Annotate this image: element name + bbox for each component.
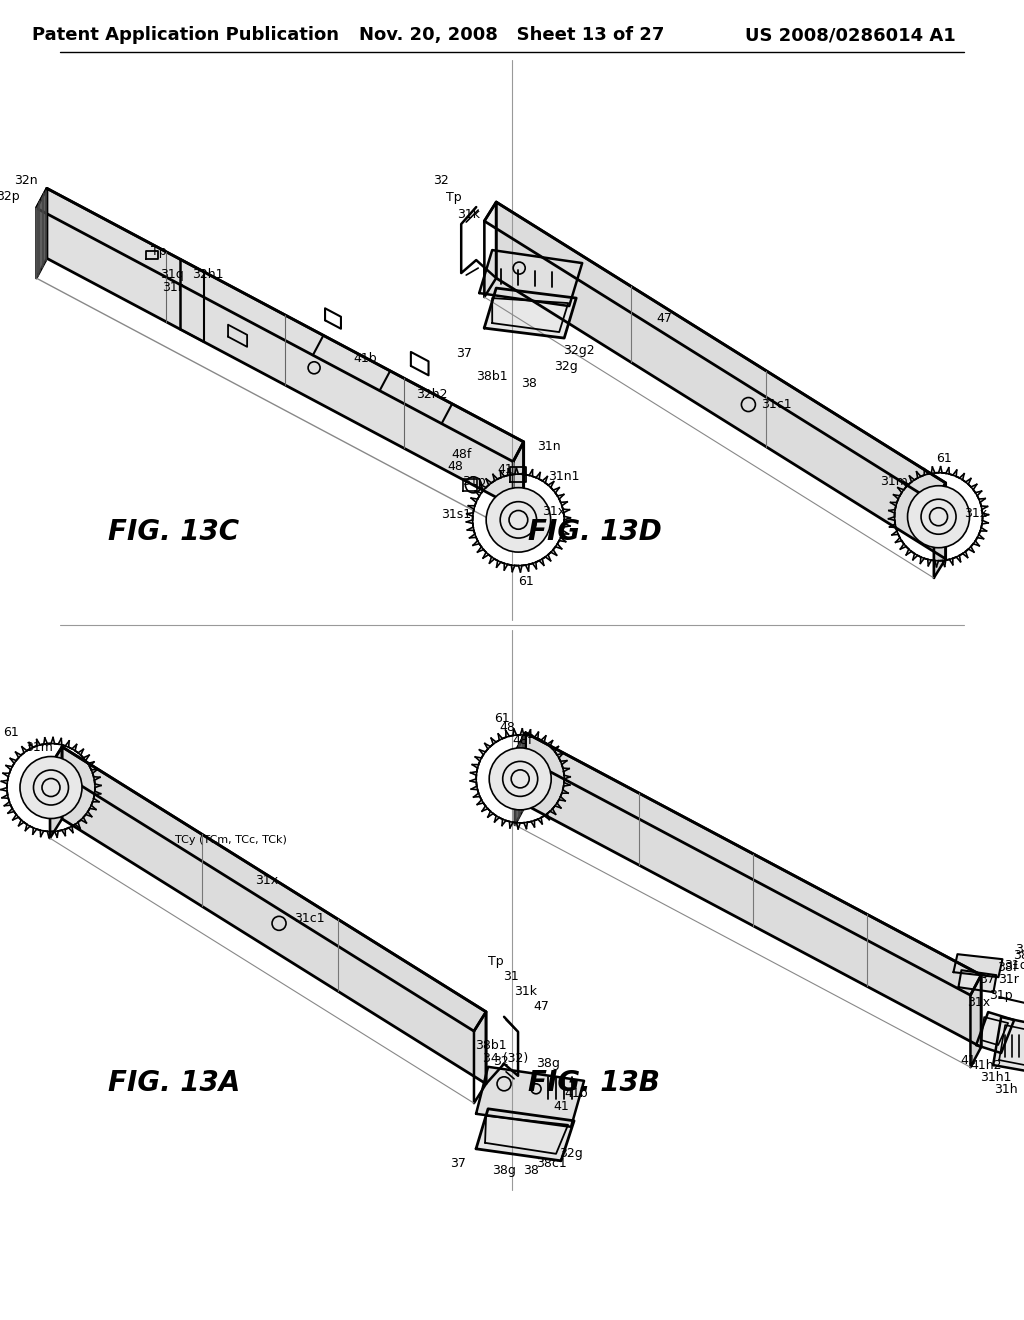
Text: FIG. 13D: FIG. 13D xyxy=(528,517,662,546)
Text: Tp: Tp xyxy=(488,956,504,969)
Text: 47: 47 xyxy=(534,1001,549,1014)
Text: 31m: 31m xyxy=(25,741,53,754)
Text: 32h1: 32h1 xyxy=(193,268,224,281)
Circle shape xyxy=(20,756,82,818)
Text: 37: 37 xyxy=(451,1158,466,1171)
Text: 31q: 31q xyxy=(161,268,184,281)
Polygon shape xyxy=(36,189,523,462)
Polygon shape xyxy=(971,975,981,1067)
Text: Patent Application Publication: Patent Application Publication xyxy=(32,26,339,44)
Text: 41: 41 xyxy=(498,463,513,477)
Text: 48: 48 xyxy=(499,722,515,734)
Text: 41h2: 41h2 xyxy=(971,1059,1001,1072)
Polygon shape xyxy=(515,733,981,995)
Text: 38b1: 38b1 xyxy=(476,370,508,383)
Text: 31r: 31r xyxy=(998,973,1019,986)
Text: 32p: 32p xyxy=(0,190,20,203)
Circle shape xyxy=(486,487,551,552)
Text: 31x: 31x xyxy=(965,507,987,520)
Text: 61: 61 xyxy=(518,576,535,589)
Circle shape xyxy=(907,486,970,548)
Polygon shape xyxy=(479,249,583,306)
Text: 38c1: 38c1 xyxy=(536,1158,566,1171)
Text: 31k: 31k xyxy=(457,207,479,220)
Text: 32: 32 xyxy=(494,1055,509,1068)
Circle shape xyxy=(489,748,551,810)
Text: 38: 38 xyxy=(523,1164,539,1177)
Text: 41b: 41b xyxy=(353,352,378,366)
Text: TCy (TCm, TCc, TCk): TCy (TCm, TCc, TCk) xyxy=(175,836,287,845)
Polygon shape xyxy=(934,483,946,578)
Text: 31s1: 31s1 xyxy=(441,508,471,521)
Text: Tp: Tp xyxy=(446,190,462,203)
Text: 61: 61 xyxy=(936,453,951,465)
Text: 32h2: 32h2 xyxy=(417,388,449,400)
Polygon shape xyxy=(50,747,486,1031)
Text: 31r: 31r xyxy=(162,281,183,294)
Text: FIG. 13B: FIG. 13B xyxy=(528,1069,659,1097)
Polygon shape xyxy=(513,442,523,532)
Text: 38g: 38g xyxy=(537,1057,560,1071)
Text: 31c1: 31c1 xyxy=(761,399,792,411)
Text: Tp: Tp xyxy=(151,244,166,257)
Text: 31x: 31x xyxy=(542,506,565,519)
Text: 37: 37 xyxy=(979,973,995,986)
Text: 34 (32): 34 (32) xyxy=(483,1052,528,1065)
Text: FIG. 13C: FIG. 13C xyxy=(108,517,240,546)
Text: 38: 38 xyxy=(521,376,538,389)
Polygon shape xyxy=(36,189,47,279)
Text: 48: 48 xyxy=(447,461,463,474)
Text: 31q: 31q xyxy=(1005,958,1024,972)
Polygon shape xyxy=(525,733,981,1047)
Text: Nov. 20, 2008   Sheet 13 of 27: Nov. 20, 2008 Sheet 13 of 27 xyxy=(359,26,665,44)
Text: 61: 61 xyxy=(495,713,510,726)
Text: 31n1: 31n1 xyxy=(1015,942,1024,956)
Polygon shape xyxy=(476,1067,584,1127)
Text: 41b: 41b xyxy=(564,1088,588,1101)
Polygon shape xyxy=(993,1016,1024,1073)
Polygon shape xyxy=(958,970,996,993)
Text: 31h: 31h xyxy=(994,1082,1018,1096)
Text: 41: 41 xyxy=(553,1101,569,1113)
Text: 41: 41 xyxy=(961,1053,976,1067)
Text: 31k: 31k xyxy=(514,985,538,998)
Text: FIG. 13A: FIG. 13A xyxy=(108,1069,241,1097)
Text: 31n1: 31n1 xyxy=(548,470,580,483)
Text: 38: 38 xyxy=(1013,949,1024,961)
Text: 47: 47 xyxy=(656,312,672,325)
Text: 31p: 31p xyxy=(462,475,485,488)
Text: 38b1: 38b1 xyxy=(475,1039,507,1052)
Polygon shape xyxy=(47,189,523,512)
Text: 32g2: 32g2 xyxy=(563,343,595,356)
Text: 61: 61 xyxy=(3,726,18,739)
Polygon shape xyxy=(62,747,486,1084)
Text: 31x: 31x xyxy=(967,995,990,1008)
Text: 31x: 31x xyxy=(255,874,279,887)
Text: US 2008/0286014 A1: US 2008/0286014 A1 xyxy=(744,26,955,44)
Text: 48f: 48f xyxy=(513,734,534,747)
Polygon shape xyxy=(976,1012,1014,1053)
Polygon shape xyxy=(484,202,946,502)
Text: 31p: 31p xyxy=(988,989,1013,1002)
Text: 32n: 32n xyxy=(14,174,38,186)
Text: 31: 31 xyxy=(503,970,519,983)
Text: 37: 37 xyxy=(457,347,472,359)
Text: 32g: 32g xyxy=(554,359,579,372)
Text: 31c1: 31c1 xyxy=(294,912,325,925)
Polygon shape xyxy=(476,1109,574,1160)
Polygon shape xyxy=(484,288,577,338)
Text: 31n: 31n xyxy=(537,441,560,453)
Text: 31h1: 31h1 xyxy=(980,1071,1012,1084)
Text: 38f: 38f xyxy=(997,961,1017,974)
Text: 31m: 31m xyxy=(880,475,907,488)
Text: 48f: 48f xyxy=(452,449,472,462)
Text: 38g: 38g xyxy=(493,1164,516,1177)
Text: 32g: 32g xyxy=(559,1147,583,1160)
Text: 32: 32 xyxy=(433,173,450,186)
Polygon shape xyxy=(50,747,62,838)
Polygon shape xyxy=(497,202,946,558)
Polygon shape xyxy=(953,954,1002,977)
